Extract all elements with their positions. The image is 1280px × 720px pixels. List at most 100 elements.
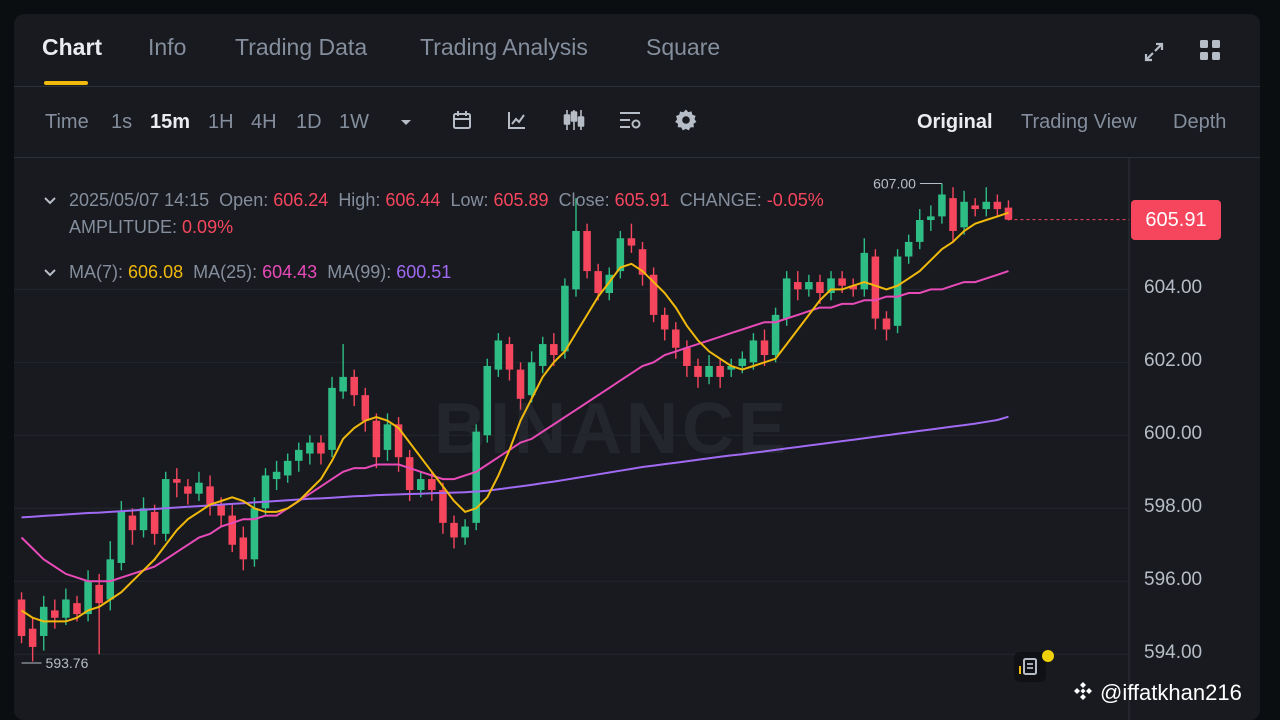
candle-body[interactable]: [161, 479, 170, 534]
timeframe-1s[interactable]: 1s: [111, 111, 133, 133]
candle-body[interactable]: [572, 230, 580, 290]
calendar-icon[interactable]: [451, 109, 473, 136]
candle-body[interactable]: [450, 522, 458, 538]
timeframe-4h[interactable]: 4H: [251, 111, 277, 133]
candle-body[interactable]: [738, 358, 747, 366]
candle-body[interactable]: [561, 285, 569, 352]
tab-trading-data[interactable]: Trading Data: [235, 34, 368, 60]
candle-body[interactable]: [583, 230, 591, 272]
template-icon[interactable]: [618, 109, 642, 136]
candle-body[interactable]: [805, 282, 813, 290]
candle-body[interactable]: [139, 508, 148, 531]
candle-body[interactable]: [350, 376, 358, 396]
candle-body[interactable]: [550, 344, 558, 356]
candle-body[interactable]: [317, 442, 325, 454]
candle-body[interactable]: [17, 599, 26, 636]
candle-body[interactable]: [416, 479, 425, 491]
timeframe-15m[interactable]: 15m: [150, 111, 191, 133]
candle-body[interactable]: [283, 460, 292, 476]
gear-icon[interactable]: [674, 108, 698, 137]
candle-body[interactable]: [760, 340, 769, 356]
collapse-ohlc-icon[interactable]: [44, 190, 64, 211]
candle-body[interactable]: [727, 365, 736, 370]
expand-icon[interactable]: [1142, 40, 1166, 69]
candle-body[interactable]: [173, 479, 181, 483]
candle-body[interactable]: [228, 515, 237, 545]
candle-body[interactable]: [882, 318, 891, 330]
candle-body[interactable]: [339, 376, 347, 392]
candle-body[interactable]: [405, 457, 414, 491]
candle-body[interactable]: [95, 584, 103, 604]
candle-body[interactable]: [982, 201, 991, 210]
candle-body[interactable]: [62, 599, 70, 618]
notes-icon[interactable]: [1014, 652, 1046, 682]
tab-trading-analysis[interactable]: Trading Analysis: [420, 34, 588, 60]
candle-body[interactable]: [239, 537, 248, 560]
candle-body[interactable]: [938, 194, 946, 217]
candle-body[interactable]: [84, 581, 92, 615]
candle-body[interactable]: [538, 344, 547, 366]
candle-body[interactable]: [195, 482, 203, 494]
candle-body[interactable]: [960, 201, 968, 228]
candle-body[interactable]: [106, 559, 115, 600]
candle-body[interactable]: [28, 628, 37, 647]
candle-body[interactable]: [505, 344, 514, 370]
candle-body[interactable]: [294, 449, 303, 461]
view-depth[interactable]: Depth: [1173, 111, 1227, 133]
candle-body[interactable]: [73, 603, 81, 615]
candle-body[interactable]: [150, 511, 159, 534]
candle-body[interactable]: [904, 241, 913, 257]
collapse-ma-icon[interactable]: [44, 262, 64, 283]
candle-body[interactable]: [328, 387, 336, 450]
candle-body[interactable]: [915, 220, 924, 242]
grid-icon[interactable]: [1198, 38, 1222, 67]
candle-body[interactable]: [683, 347, 691, 366]
candle-body[interactable]: [672, 329, 680, 348]
candle-body[interactable]: [993, 201, 1002, 210]
candle-body[interactable]: [949, 198, 957, 231]
candlestick-chart[interactable]: 607.00 593.76: [14, 158, 1260, 720]
candle-body[interactable]: [816, 282, 824, 293]
candle-body[interactable]: [627, 238, 636, 246]
timeframe-1w[interactable]: 1W: [339, 111, 369, 133]
candle-body[interactable]: [782, 278, 791, 319]
candle-body[interactable]: [694, 365, 702, 377]
candle-body[interactable]: [494, 340, 503, 370]
view-original[interactable]: Original: [917, 111, 993, 133]
candle-body[interactable]: [184, 486, 192, 494]
candle-body[interactable]: [361, 395, 370, 421]
candle-body[interactable]: [394, 424, 403, 458]
candle-body[interactable]: [649, 274, 658, 315]
candle-body[interactable]: [705, 365, 713, 377]
view-trading-view[interactable]: Trading View: [1021, 111, 1137, 133]
chevron-down-icon[interactable]: [398, 114, 414, 135]
candle-body[interactable]: [516, 369, 525, 399]
tab-chart[interactable]: Chart: [42, 34, 103, 60]
indicator-icon[interactable]: [506, 109, 528, 136]
timeframe-1d[interactable]: 1D: [296, 111, 322, 133]
chart-area[interactable]: BINANCE 607.00 593.76 2025/05/07 14:15 Op…: [14, 158, 1260, 720]
candle-body[interactable]: [439, 490, 447, 523]
candle-body[interactable]: [827, 278, 835, 293]
candle-body[interactable]: [793, 282, 802, 290]
candle-body[interactable]: [128, 515, 137, 531]
candle-body[interactable]: [372, 420, 381, 458]
candle-body[interactable]: [849, 285, 857, 290]
tab-square[interactable]: Square: [646, 34, 721, 60]
candle-body[interactable]: [117, 511, 126, 563]
candle-body[interactable]: [660, 314, 669, 330]
candle-body[interactable]: [51, 610, 59, 618]
candle-body[interactable]: [594, 271, 602, 293]
candle-body[interactable]: [893, 256, 902, 326]
tab-info[interactable]: Info: [148, 34, 187, 60]
candle-body[interactable]: [428, 479, 436, 491]
candle-body[interactable]: [749, 340, 758, 363]
candle-body[interactable]: [383, 424, 392, 450]
candle-body[interactable]: [860, 252, 869, 290]
candle-body[interactable]: [306, 442, 314, 454]
candle-body[interactable]: [206, 486, 214, 505]
candle-body[interactable]: [250, 508, 259, 560]
candle-body[interactable]: [771, 314, 780, 356]
timeframe-1h[interactable]: 1H: [208, 111, 234, 133]
candle-body[interactable]: [527, 362, 536, 396]
